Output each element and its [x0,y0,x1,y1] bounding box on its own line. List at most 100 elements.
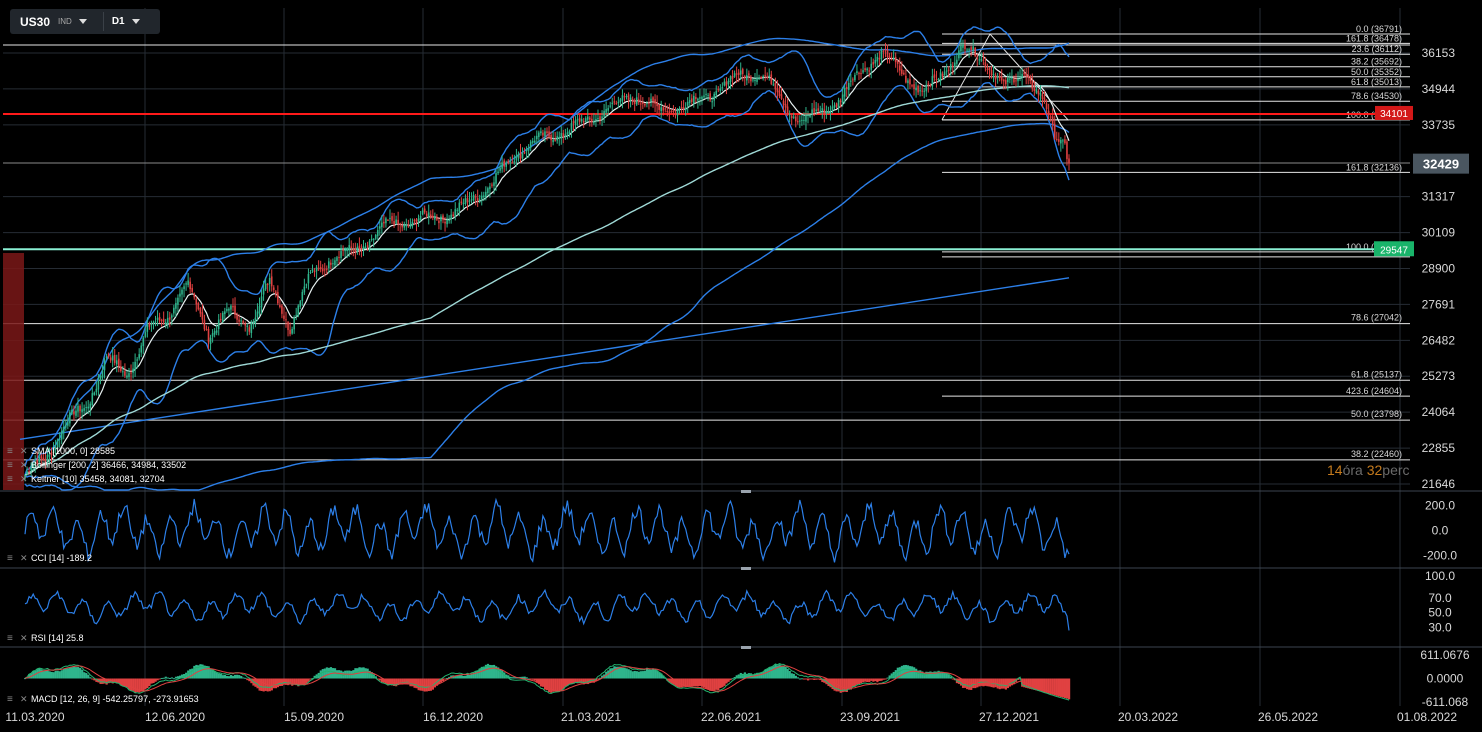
macd-bar [633,670,636,679]
macd-bar [762,671,765,679]
candle-body [644,104,646,106]
macd-bar [478,668,481,679]
macd-bar [776,665,779,679]
candle-body [270,276,273,287]
candle-body [680,106,683,108]
candle-body [315,267,318,272]
candle-body [91,393,94,406]
candle-body [839,100,842,102]
macd-bar [166,677,169,679]
macd-bar [156,678,159,681]
candle-body [1015,80,1017,82]
macd-bar [488,664,492,679]
candle-body [782,100,785,105]
candle-body [864,68,866,71]
macd-bar [703,678,706,688]
candle-body [240,320,242,322]
candle-body [334,260,336,266]
candle-body [480,195,483,199]
candle-body [248,327,251,332]
candle-body [120,366,122,372]
timeframe-selector[interactable]: D1 [102,12,144,31]
macd-bar [1057,678,1061,697]
candle-body [436,216,438,220]
macd-bar [217,673,220,679]
candle-body [238,319,240,322]
candle-body [721,87,724,89]
candle-body [321,268,324,272]
macd-bar [105,678,108,685]
timeframe-dropdown-icon[interactable] [131,19,140,24]
candle-body [291,329,293,334]
macd-bar [40,669,43,679]
candle-body [309,271,312,273]
macd-bar [264,678,267,691]
candle-body [332,263,334,265]
macd-bar [299,678,302,686]
candle-body [105,356,108,359]
candle-body [385,218,387,224]
candle-body [138,354,140,359]
candle-body [344,250,346,252]
candle-body [695,97,697,100]
macd-bar [193,665,196,679]
candle-body [809,114,811,117]
candle-body [340,251,342,259]
symbol-dropdown-icon[interactable] [78,19,87,24]
candle-body [980,58,983,61]
date-tick-label: 26.05.2022 [1258,710,1318,724]
candle-body [737,72,740,75]
candle-body [900,69,903,74]
candle-body [527,148,530,151]
macd-bar [552,678,555,692]
macd-bar [917,670,920,679]
macd-bar [411,678,414,687]
macd-bar [199,664,202,679]
candle-body [729,76,732,82]
macd-bar [83,672,86,679]
macd-bar [448,676,451,679]
macd-bar [970,678,973,690]
macd-bar [482,666,485,679]
candle-body [523,152,526,154]
candle-body [360,247,363,251]
candle-body [323,269,326,271]
macd-bar [872,678,875,682]
macd-bar [562,678,565,690]
macd-bar [189,669,192,679]
macd-bar [256,678,259,689]
symbol-selector[interactable]: US30 [20,14,51,29]
macd-bar [85,673,88,679]
current-price-label: 32429 [1423,157,1459,172]
candle-body [89,403,92,409]
candle-body [733,73,736,77]
candle-body [71,409,73,414]
macd-bar [937,670,940,679]
candle-body [328,261,330,269]
candle-body [458,202,461,212]
macd-bar [933,671,936,679]
macd-bar [760,672,763,679]
candle-body [825,111,828,114]
candle-body [595,118,597,121]
candle-body [835,103,838,107]
macd-bar [68,666,72,679]
macd-bar [107,678,110,684]
fib-label: 78.6 (27042) [1351,313,1402,323]
candle-body [868,70,870,72]
macd-bar [568,678,571,685]
candle-body [205,329,208,331]
candle-body [662,107,665,111]
macd-bar [101,678,104,684]
macd-bar [652,669,655,679]
macd-bar [700,678,704,687]
candle-body [258,306,261,314]
candle-body [888,56,891,58]
candle-body [703,95,705,98]
candle-body [281,305,283,314]
candle-body [295,314,297,316]
candle-body [772,84,775,86]
long-term-trend-line [19,277,1070,441]
candle-body [40,455,43,459]
